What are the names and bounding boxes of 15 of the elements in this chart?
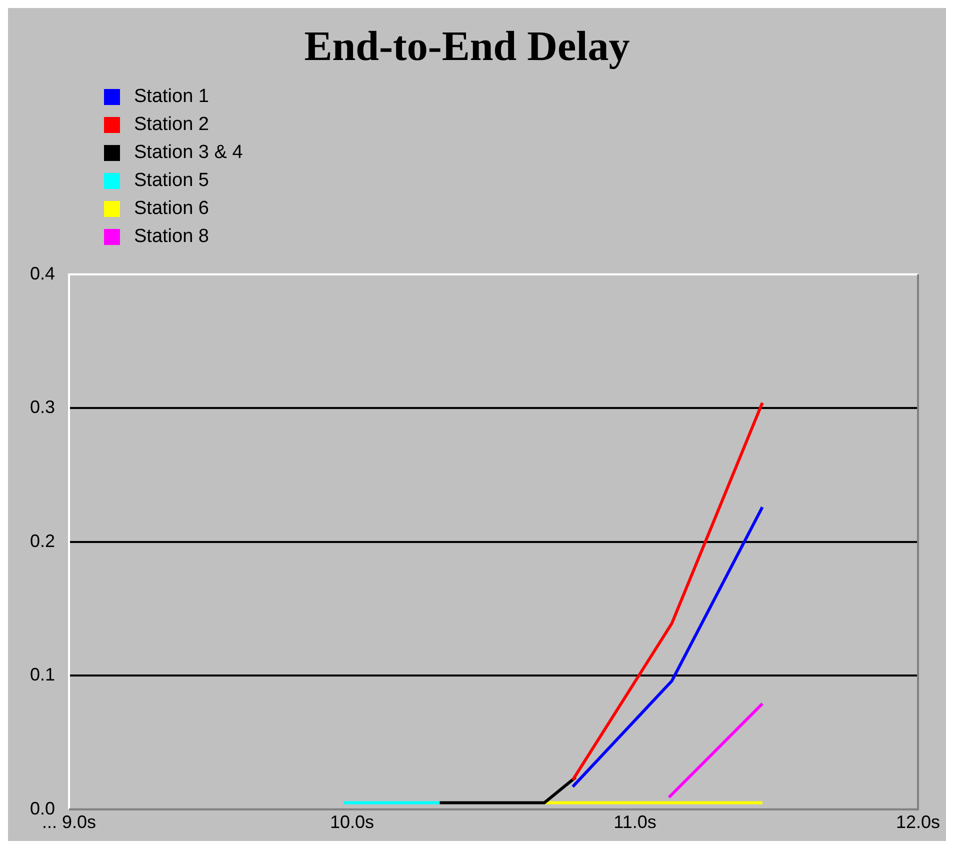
legend-label: Station 3 & 4 [134,142,243,164]
y-tick-label: 0.4 [30,263,56,284]
x-tick-label: 12.0s [896,812,940,832]
legend-label: Station 5 [134,170,209,192]
legend-label: Station 2 [134,114,209,136]
chart-title: End-to-End Delay [304,24,630,70]
y-tick-label: 0.1 [30,664,56,685]
legend-label: Station 1 [134,86,209,108]
y-tick-label: 0.3 [30,397,56,418]
y-tick-label: 0.0 [30,798,56,818]
x-tick-label: 10.0s [330,812,374,832]
x-tick-label: 11.0s [614,812,656,832]
legend-label: Station 6 [134,198,209,220]
y-tick-label: 0.2 [30,530,56,551]
legend-label: Station 8 [134,226,209,248]
